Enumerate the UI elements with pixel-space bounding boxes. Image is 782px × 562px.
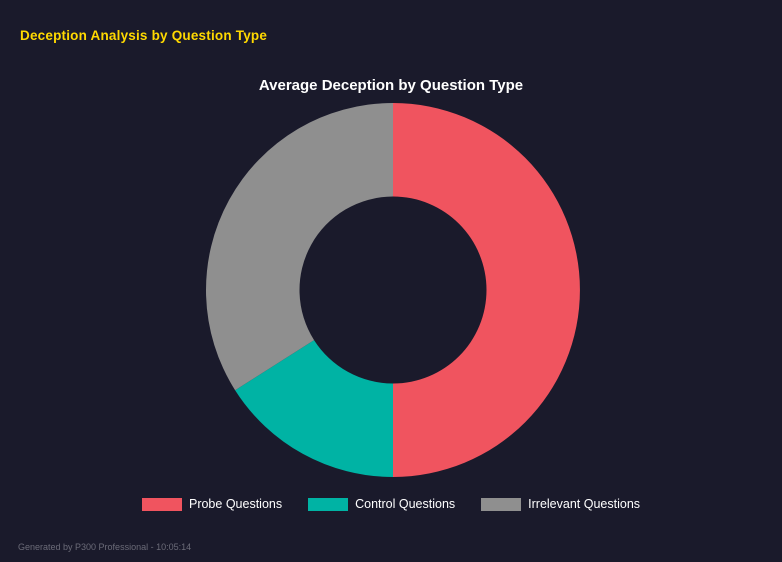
legend-item-irrelevant-questions[interactable]: Irrelevant Questions <box>481 497 640 511</box>
pie-segment-probe-questions[interactable] <box>393 103 580 477</box>
legend-label-probe: Probe Questions <box>188 497 283 511</box>
chart-title: Average Deception by Question Type <box>258 77 524 94</box>
footer-status-text: Generated by P300 Professional - 10:05:1… <box>18 542 192 552</box>
legend-item-control-questions[interactable]: Control Questions <box>308 497 455 511</box>
donut-chart <box>205 103 580 477</box>
chart-legend: Probe Questions Control Questions Irrele… <box>0 497 782 511</box>
legend-label-irrelevant: Irrelevant Questions <box>528 497 641 511</box>
legend-swatch-control-icon <box>308 497 349 511</box>
legend-swatch-irrelevant-icon <box>481 497 522 511</box>
pie-segment-irrelevant-questions[interactable] <box>205 103 393 391</box>
legend-label-control: Control Questions <box>355 497 456 511</box>
legend-item-probe-questions[interactable]: Probe Questions <box>141 497 283 511</box>
legend-swatch-probe-icon <box>141 497 182 511</box>
pie-segment-control-questions[interactable] <box>235 340 393 477</box>
page-title: Deception Analysis by Question Type <box>20 28 268 43</box>
